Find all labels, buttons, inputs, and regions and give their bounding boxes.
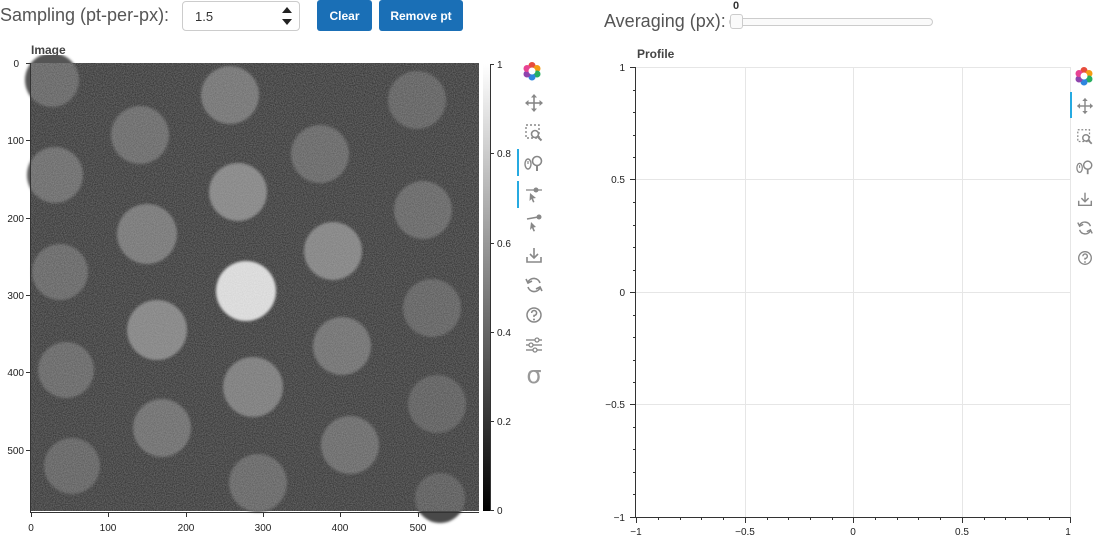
image-plot[interactable]: 0 100 200 300 400 500 0 100 200 300 400 …	[0, 55, 520, 536]
colorbar	[483, 64, 490, 511]
save-icon[interactable]	[1076, 190, 1094, 208]
profile-y-tick: 0.5	[611, 175, 625, 186]
point-draw-icon[interactable]	[524, 184, 544, 204]
image-x-tick: 300	[255, 523, 272, 534]
help-icon[interactable]	[1076, 249, 1094, 267]
clear-button[interactable]: Clear	[317, 0, 372, 31]
image-y-tick: 100	[7, 136, 24, 147]
profile-y-tick: −1	[614, 513, 626, 524]
colorbar-tick: 0.8	[497, 149, 511, 160]
sampling-spinner[interactable]	[182, 1, 300, 31]
sampling-input[interactable]	[195, 9, 275, 24]
tool-active-indicator	[517, 181, 519, 208]
wheel-zoom-icon[interactable]	[1076, 158, 1094, 176]
box-zoom-icon[interactable]	[524, 123, 544, 143]
save-icon[interactable]	[524, 245, 544, 265]
averaging-slider-handle[interactable]	[730, 14, 743, 29]
tool-active-indicator	[517, 149, 519, 176]
averaging-slider[interactable]	[729, 14, 933, 29]
box-zoom-icon[interactable]	[1076, 128, 1094, 146]
image-x-tick: 100	[100, 523, 117, 534]
pan-icon[interactable]	[1076, 97, 1094, 115]
svg-text:σ: σ	[526, 362, 541, 386]
image-y-tick: 200	[7, 214, 24, 225]
profile-x-tick: −1	[630, 527, 642, 536]
sigma-icon[interactable]: σ	[522, 362, 546, 386]
spinner-arrows-icon[interactable]	[281, 5, 293, 27]
settings-icon[interactable]	[524, 335, 544, 355]
poly-draw-icon[interactable]	[524, 214, 544, 234]
sampling-label: Sampling (pt-per-px):	[0, 5, 170, 25]
profile-x-tick: 0.5	[955, 527, 969, 536]
reset-icon[interactable]	[1076, 219, 1094, 237]
profile-y-tick: −0.5	[605, 400, 625, 411]
bokeh-logo-icon[interactable]	[1074, 66, 1094, 86]
image-y-tick: 0	[13, 59, 19, 70]
averaging-value: 0	[733, 0, 740, 12]
colorbar-tick: 0.2	[497, 417, 511, 428]
help-icon[interactable]	[524, 305, 544, 325]
profile-grid	[636, 67, 1071, 517]
wheel-zoom-icon[interactable]	[524, 153, 544, 173]
colorbar-tick: 0.6	[497, 239, 511, 250]
profile-x-tick: 0	[850, 527, 856, 536]
image-y-tick: 500	[7, 446, 24, 457]
tool-active-indicator	[1070, 92, 1072, 118]
profile-y-tick: 0	[619, 288, 625, 299]
profile-y-tick: 1	[619, 63, 625, 74]
profile-x-tick: −0.5	[735, 527, 755, 536]
image-noise	[31, 63, 479, 511]
reset-icon[interactable]	[524, 275, 544, 295]
image-x-tick: 500	[410, 523, 427, 534]
profile-plot-title: Profile	[637, 47, 675, 61]
profile-plot[interactable]: 1 0.5 0 −0.5 −1 −1 −0.5 0 0.5 1	[595, 60, 1075, 536]
image-plot-title: Image	[31, 43, 66, 57]
profile-x-tick: 1	[1065, 527, 1071, 536]
image-x-tick: 400	[332, 523, 349, 534]
colorbar-tick: 0	[497, 506, 503, 517]
image-y-tick: 400	[7, 368, 24, 379]
bokeh-logo-icon[interactable]	[522, 61, 542, 81]
colorbar-tick: 1	[497, 60, 503, 71]
image-x-tick: 0	[28, 523, 34, 534]
averaging-label: Averaging (px):	[604, 11, 726, 31]
image-x-tick: 200	[178, 523, 195, 534]
colorbar-tick: 0.4	[497, 328, 511, 339]
image-y-tick: 300	[7, 291, 24, 302]
remove-pt-button[interactable]: Remove pt	[379, 0, 463, 31]
pan-icon[interactable]	[524, 93, 544, 113]
